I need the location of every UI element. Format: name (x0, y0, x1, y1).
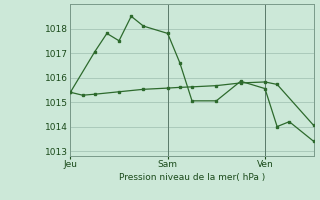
X-axis label: Pression niveau de la mer( hPa ): Pression niveau de la mer( hPa ) (119, 173, 265, 182)
